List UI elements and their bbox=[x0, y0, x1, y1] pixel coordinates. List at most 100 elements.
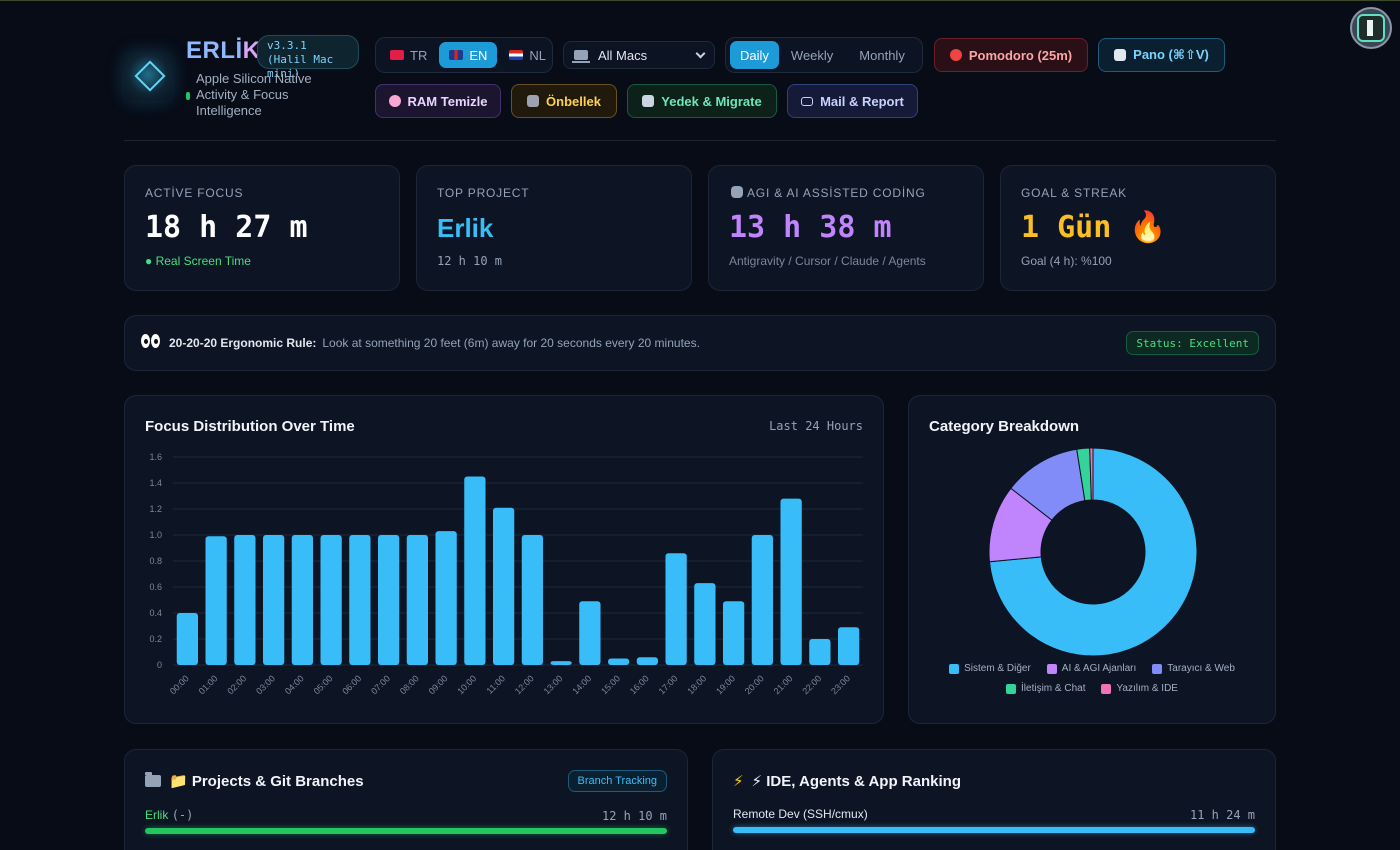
y-tick-label: 1.6 bbox=[149, 452, 162, 462]
focus-bar-chart: 0 0.2 0.4 0.6 0.8 1.0 1.2 1.4 1.6 00:00 01:00 02:00… bbox=[149, 452, 863, 696]
bar bbox=[291, 535, 314, 665]
app-corner-icon[interactable] bbox=[1350, 7, 1392, 49]
project-name[interactable]: Erlik (-) bbox=[145, 808, 194, 822]
x-tick-label: 06:00 bbox=[340, 673, 363, 696]
pano-button[interactable]: Pano (⌘⇧V) bbox=[1098, 38, 1225, 72]
tab-daily[interactable]: Daily bbox=[730, 41, 779, 69]
language-switch: TR EN NL bbox=[375, 37, 553, 73]
save-icon bbox=[642, 95, 655, 107]
period-switch: Daily Weekly Monthly bbox=[725, 37, 923, 73]
tab-weekly[interactable]: Weekly bbox=[790, 47, 834, 63]
x-tick-label: 21:00 bbox=[772, 673, 795, 696]
app-ranking-panel: ⚡ ⚡ IDE, Agents & App Ranking Remote Dev… bbox=[712, 749, 1276, 850]
bar bbox=[205, 536, 227, 665]
project-time: 12 h 10 m bbox=[601, 809, 667, 823]
chart-legend: Sistem & Diğer AI & AGI Ajanları Tarayıc… bbox=[909, 663, 1275, 674]
active-focus-sub: ● Real Screen Time bbox=[145, 254, 251, 268]
backup-migrate-button[interactable]: Yedek & Migrate bbox=[627, 84, 777, 118]
y-tick-label: 0 bbox=[157, 660, 162, 670]
bar bbox=[406, 535, 429, 665]
app-logo bbox=[124, 53, 172, 101]
x-tick-label: 11:00 bbox=[485, 673, 508, 696]
bar bbox=[435, 531, 457, 665]
tab-monthly[interactable]: Monthly bbox=[859, 47, 905, 63]
panel-title: ⚡ ⚡ IDE, Agents & App Ranking bbox=[733, 773, 961, 790]
lang-nl-button[interactable]: NL bbox=[499, 42, 556, 68]
legend-item[interactable]: İletişim & Chat bbox=[1006, 683, 1085, 694]
x-tick-label: 03:00 bbox=[254, 673, 277, 696]
stat-label: Goal & Streak bbox=[1021, 186, 1127, 200]
bar bbox=[349, 535, 371, 665]
flag-tr-icon bbox=[390, 50, 404, 60]
app-name[interactable]: Remote Dev (SSH/cmux) bbox=[733, 807, 868, 821]
x-tick-label: 05:00 bbox=[312, 673, 335, 696]
x-tick-label: 04:00 bbox=[283, 673, 306, 696]
lang-en-button[interactable]: EN bbox=[439, 42, 498, 68]
stat-label: AGI & AI Assİsted Codİng bbox=[747, 186, 926, 200]
bar bbox=[234, 535, 256, 665]
donut-slice bbox=[1089, 447, 1094, 501]
stat-label: Top Project bbox=[437, 186, 530, 200]
x-tick-label: 16:00 bbox=[628, 673, 651, 696]
status-badge: Status: Excellent bbox=[1126, 331, 1259, 355]
bar bbox=[694, 583, 716, 665]
ai-coding-value: 13 h 38 m bbox=[729, 210, 892, 245]
bar bbox=[607, 658, 630, 665]
bar bbox=[550, 661, 572, 665]
legend-item[interactable]: Sistem & Diğer bbox=[949, 663, 1031, 674]
mail-report-button[interactable]: Mail & Report bbox=[787, 84, 918, 118]
app-progress-bar bbox=[733, 827, 1255, 833]
y-tick-label: 0.8 bbox=[149, 556, 162, 566]
ai-coding-sub: Antigravity / Cursor / Claude / Agents bbox=[729, 254, 926, 268]
bar bbox=[464, 476, 486, 665]
cache-button[interactable]: Önbellek bbox=[511, 84, 617, 118]
header: ERLİK v3.3.1 (Halil Mac mini) Apple Sili… bbox=[124, 31, 1276, 141]
top-project-sub: 12 h 10 m bbox=[437, 254, 503, 268]
x-tick-label: 12:00 bbox=[513, 673, 536, 696]
brain-icon bbox=[388, 95, 401, 107]
bar bbox=[176, 613, 199, 665]
active-focus-card: Actİve Focus 18 h 27 m ● Real Screen Tim… bbox=[124, 165, 400, 291]
x-tick-label: 23:00 bbox=[829, 673, 852, 696]
ai-coding-card: AGI & AI Assİsted Codİng 13 h 38 m Antig… bbox=[708, 165, 984, 291]
x-tick-label: 09:00 bbox=[427, 673, 450, 696]
x-tick-label: 17:00 bbox=[657, 673, 680, 696]
goal-streak-sub: Goal (4 h): %100 bbox=[1021, 254, 1112, 268]
goal-streak-card: Goal & Streak 1 Gün 🔥 Goal (4 h): %100 bbox=[1000, 165, 1276, 291]
x-tick-label: 07:00 bbox=[369, 673, 392, 696]
trash-icon bbox=[527, 95, 540, 107]
projects-panel: 📁 Projects & Git Branches Branch Trackin… bbox=[124, 749, 688, 850]
x-tick-label: 14:00 bbox=[570, 673, 593, 696]
bar bbox=[320, 535, 342, 665]
goal-streak-value: 1 Gün 🔥 bbox=[1021, 210, 1167, 245]
version-badge: v3.3.1 (Halil Mac mini) bbox=[257, 35, 359, 80]
y-tick-label: 1.4 bbox=[149, 478, 162, 488]
ram-clean-button[interactable]: RAM Temizle bbox=[375, 84, 501, 118]
lang-tr-button[interactable]: TR bbox=[380, 42, 437, 68]
panel-title: Focus Distribution Over Time bbox=[145, 418, 355, 435]
bar bbox=[579, 601, 601, 665]
rule-text: 20-20-20 Ergonomic Rule: Look at somethin… bbox=[169, 336, 700, 350]
bar bbox=[809, 639, 831, 665]
eyes-icon bbox=[141, 334, 161, 350]
pomodoro-button[interactable]: Pomodoro (25m) bbox=[934, 38, 1088, 72]
tomato-icon bbox=[949, 49, 962, 61]
bar bbox=[262, 535, 285, 665]
x-tick-label: 00:00 bbox=[168, 673, 191, 696]
x-tick-label: 10:00 bbox=[455, 673, 478, 696]
bar bbox=[837, 627, 860, 665]
branch-tracking-badge[interactable]: Branch Tracking bbox=[567, 770, 667, 792]
x-tick-label: 20:00 bbox=[743, 673, 766, 696]
flag-nl-icon bbox=[509, 50, 524, 60]
legend-item[interactable]: Tarayıcı & Web bbox=[1152, 663, 1235, 674]
bar bbox=[492, 507, 515, 665]
bar bbox=[636, 657, 659, 665]
chevron-down-icon bbox=[695, 48, 706, 58]
bolt-icon: ⚡ bbox=[733, 773, 744, 790]
x-tick-label: 08:00 bbox=[398, 673, 421, 696]
bar bbox=[521, 535, 544, 665]
robot-icon bbox=[731, 186, 743, 198]
legend-item[interactable]: AI & AGI Ajanları bbox=[1046, 663, 1136, 674]
mac-select[interactable]: All Macs bbox=[563, 41, 715, 69]
legend-item[interactable]: Yazılım & IDE bbox=[1101, 683, 1178, 694]
